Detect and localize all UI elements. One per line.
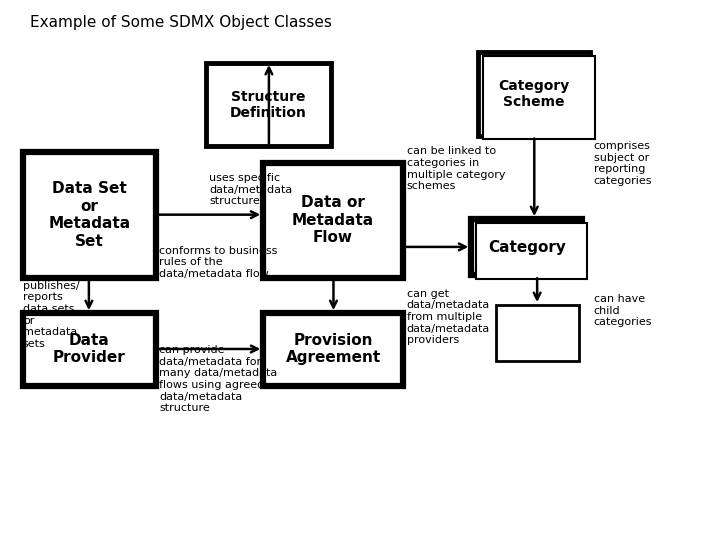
Bar bbox=[23, 313, 156, 386]
Text: Example of Some SDMX Object Classes: Example of Some SDMX Object Classes bbox=[30, 15, 332, 30]
Bar bbox=[264, 163, 403, 278]
Text: comprises
subject or
reporting
categories: comprises subject or reporting categorie… bbox=[594, 141, 652, 186]
Bar bbox=[476, 222, 588, 279]
Bar bbox=[471, 219, 582, 275]
Text: can have
child
categories: can have child categories bbox=[594, 294, 652, 327]
Text: Data Set
or
Metadata
Set: Data Set or Metadata Set bbox=[48, 181, 130, 248]
Text: Data or
Metadata
Flow: Data or Metadata Flow bbox=[292, 195, 374, 245]
Text: Provision
Agreement: Provision Agreement bbox=[285, 333, 381, 366]
Bar bbox=[483, 56, 595, 139]
Bar bbox=[23, 152, 156, 278]
Text: publishes/
reports
data sets
or
metadata
sets: publishes/ reports data sets or metadata… bbox=[23, 281, 79, 349]
Bar bbox=[478, 52, 590, 136]
Text: uses specific
data/metadata
structure: uses specific data/metadata structure bbox=[210, 173, 292, 206]
Text: can get
data/metadata
from multiple
data/metadata
providers: can get data/metadata from multiple data… bbox=[407, 289, 490, 345]
Bar bbox=[264, 313, 403, 386]
Bar bbox=[206, 63, 331, 146]
Text: conforms to business
rules of the
data/metadata flow: conforms to business rules of the data/m… bbox=[159, 246, 277, 279]
Text: Structure
Definition: Structure Definition bbox=[230, 90, 307, 120]
Text: Category: Category bbox=[488, 240, 566, 255]
Text: can be linked to
categories in
multiple category
schemes: can be linked to categories in multiple … bbox=[407, 146, 505, 191]
Text: can provide
data/metadata for
many data/metadata
flows using agreed
data/metadat: can provide data/metadata for many data/… bbox=[159, 345, 277, 413]
Text: Category
Scheme: Category Scheme bbox=[498, 79, 570, 109]
Bar bbox=[496, 305, 579, 361]
Text: Data
Provider: Data Provider bbox=[53, 333, 125, 366]
